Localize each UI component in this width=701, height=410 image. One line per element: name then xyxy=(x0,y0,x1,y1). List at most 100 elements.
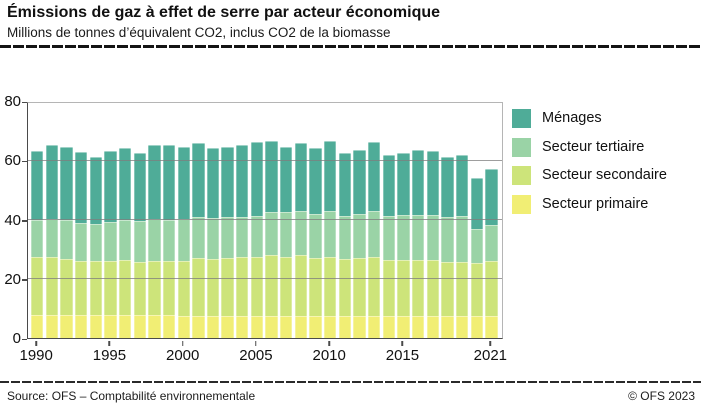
segment-secteur-secondaire-2011 xyxy=(338,258,352,317)
segment-menages-1996 xyxy=(118,147,132,220)
segment-secteur-tertiaire-2018 xyxy=(441,216,454,262)
x-tick-label-2005: 2005 xyxy=(239,347,273,364)
legend-label-secteur-tertiaire: Secteur tertiaire xyxy=(542,138,645,155)
segment-secteur-tertiaire-2016 xyxy=(411,214,425,261)
segment-secteur-primaire-2008 xyxy=(294,315,308,338)
segment-secteur-primaire-1991 xyxy=(45,314,59,338)
source-text: Source: OFS – Comptabilité environnement… xyxy=(7,389,256,403)
segment-secteur-tertiaire-2003 xyxy=(221,217,234,258)
x-tick-mark-2021 xyxy=(489,340,492,346)
bar-1993 xyxy=(74,151,88,338)
bar-1990 xyxy=(31,151,44,338)
segment-secteur-tertiaire-2010 xyxy=(324,210,337,258)
segment-menages-2012 xyxy=(353,150,366,215)
y-tick-mark-60 xyxy=(22,160,27,163)
bar-2018 xyxy=(441,157,454,338)
segment-secteur-tertiaire-1991 xyxy=(45,218,59,258)
segment-secteur-tertiaire-2015 xyxy=(397,215,410,260)
bar-2019 xyxy=(455,155,469,338)
segment-secteur-secondaire-1996 xyxy=(118,260,132,315)
segment-menages-2000 xyxy=(177,146,190,220)
bar-2012 xyxy=(353,150,366,338)
bar-2014 xyxy=(382,155,395,338)
segment-secteur-primaire-1992 xyxy=(60,314,73,338)
segment-secteur-secondaire-2012 xyxy=(353,258,366,317)
chart-title: Émissions de gaz à effet de serre par ac… xyxy=(7,4,441,21)
legend-label-secteur-primaire: Secteur primaire xyxy=(542,195,649,212)
bar-1991 xyxy=(45,144,59,338)
copyright-text: © OFS 2023 xyxy=(628,389,695,403)
segment-menages-2004 xyxy=(236,144,249,217)
segment-menages-2006 xyxy=(265,141,278,213)
x-tick-label-2021: 2021 xyxy=(473,347,508,364)
segment-secteur-tertiaire-2008 xyxy=(294,210,308,256)
segment-secteur-tertiaire-1994 xyxy=(89,223,102,261)
segment-secteur-tertiaire-2009 xyxy=(309,213,322,258)
segment-secteur-primaire-2014 xyxy=(382,316,395,338)
segment-menages-2017 xyxy=(426,151,439,216)
segment-secteur-primaire-1997 xyxy=(133,315,146,338)
segment-secteur-secondaire-2003 xyxy=(221,257,234,316)
segment-secteur-primaire-2003 xyxy=(221,315,234,338)
segment-secteur-secondaire-1998 xyxy=(148,261,161,316)
segment-menages-2018 xyxy=(441,157,454,217)
segment-secteur-primaire-2006 xyxy=(265,315,278,338)
gridline-20 xyxy=(28,278,502,280)
segment-secteur-tertiaire-2011 xyxy=(338,215,352,259)
segment-secteur-primaire-2002 xyxy=(206,315,220,338)
bar-1997 xyxy=(133,153,146,338)
legend-swatch-menages xyxy=(512,109,531,128)
segment-menages-1997 xyxy=(133,153,146,221)
bar-2003 xyxy=(221,146,234,338)
segment-secteur-secondaire-1991 xyxy=(45,257,59,315)
gridline-60 xyxy=(28,159,502,161)
gridline-40 xyxy=(28,219,502,220)
bar-2007 xyxy=(280,146,293,338)
segment-menages-1992 xyxy=(60,146,73,220)
bar-2010 xyxy=(324,141,337,338)
segment-menages-1990 xyxy=(31,151,44,221)
segment-secteur-secondaire-2020 xyxy=(470,262,483,317)
segment-secteur-tertiaire-2012 xyxy=(353,214,366,259)
y-tick-mark-40 xyxy=(22,220,27,222)
segment-secteur-secondaire-2008 xyxy=(294,255,308,316)
segment-menages-1995 xyxy=(104,151,117,222)
segment-secteur-tertiaire-2002 xyxy=(206,218,220,259)
segment-secteur-secondaire-2015 xyxy=(397,259,410,317)
segment-menages-1999 xyxy=(162,145,176,220)
segment-secteur-secondaire-2018 xyxy=(441,261,454,317)
bar-1998 xyxy=(148,145,161,338)
segment-secteur-secondaire-2019 xyxy=(455,261,469,317)
segment-secteur-primaire-2009 xyxy=(309,315,322,338)
segment-secteur-tertiaire-1993 xyxy=(74,222,88,261)
segment-secteur-tertiaire-2005 xyxy=(250,215,264,257)
x-tick-label-2015: 2015 xyxy=(385,347,420,364)
chart-subtitle: Millions de tonnes d’équivalent CO2, inc… xyxy=(7,25,391,40)
segment-secteur-tertiaire-2014 xyxy=(382,216,395,260)
segment-secteur-tertiaire-2019 xyxy=(455,216,469,262)
segment-secteur-secondaire-2021 xyxy=(485,260,498,316)
bar-2016 xyxy=(411,149,425,338)
segment-secteur-secondaire-1997 xyxy=(133,262,146,316)
x-tick-mark-2000 xyxy=(181,340,184,346)
segment-menages-2010 xyxy=(324,141,337,211)
bar-1996 xyxy=(118,147,132,338)
y-tick-mark-20 xyxy=(22,279,27,281)
segment-secteur-tertiaire-2007 xyxy=(280,212,293,257)
y-tick-label-0: 0 xyxy=(12,330,21,347)
segment-secteur-tertiaire-1996 xyxy=(118,219,132,261)
segment-menages-1998 xyxy=(148,145,161,219)
segment-secteur-secondaire-1999 xyxy=(162,261,176,316)
segment-menages-2015 xyxy=(397,152,410,216)
segment-secteur-secondaire-2016 xyxy=(411,260,425,317)
segment-secteur-primaire-2000 xyxy=(177,315,190,338)
segment-secteur-secondaire-2009 xyxy=(309,257,322,316)
x-tick-label-2010: 2010 xyxy=(312,347,346,364)
bar-2001 xyxy=(192,142,205,338)
segment-secteur-secondaire-1994 xyxy=(89,261,102,315)
segment-secteur-primaire-2020 xyxy=(470,316,483,338)
segment-secteur-tertiaire-1990 xyxy=(31,220,44,258)
segment-secteur-primaire-2016 xyxy=(411,316,425,338)
x-tick-label-1990: 1990 xyxy=(19,347,53,364)
